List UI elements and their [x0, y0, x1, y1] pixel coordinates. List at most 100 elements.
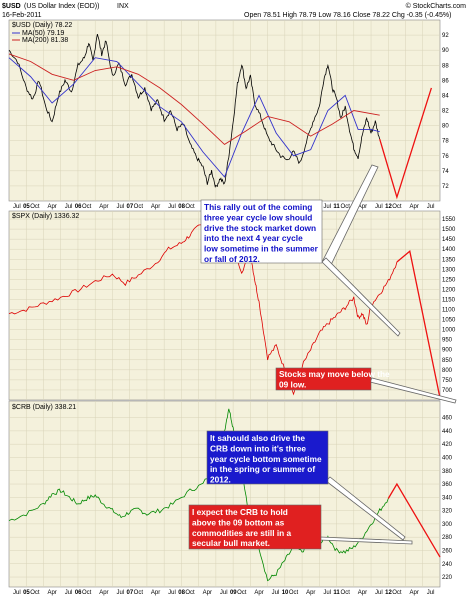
svg-text:It sahould also drive the: It sahould also drive the CRB down into … [210, 433, 324, 485]
x-tick-label: Oct [289, 590, 299, 596]
y-tick-label: 220 [442, 575, 453, 581]
x-year-label: 12 [385, 204, 392, 210]
y-tick-label: 420 [442, 442, 453, 448]
x-year-label: 12 [385, 590, 392, 596]
usd-panel: 72 74 76 78 80 82 84 86 88 90 92 $USD (Daily) 78.2… [8, 19, 449, 202]
x-tick-label: Jul [375, 590, 383, 596]
x-tick-label: Apr [151, 204, 160, 210]
y-tick-label: 360 [442, 482, 453, 488]
y-tick-label: 1500 [442, 227, 456, 233]
x-year-label: 06 [75, 204, 82, 210]
usd-legend-ma50: MA(50) 79.19 [22, 30, 65, 37]
series-projection [396, 250, 441, 399]
chart-exchange: INX [117, 3, 129, 10]
series-projection [387, 482, 441, 558]
x-year-label: 07 [127, 590, 134, 596]
x-tick-label: Oct [185, 204, 195, 210]
svg-text:This rally out of the coming: This rally out of the coming three year … [204, 202, 320, 264]
x-tick-label: Jul [375, 204, 383, 210]
x-tick-label: Jul [116, 590, 124, 596]
y-tick-label: 900 [442, 348, 453, 354]
x-year-label: 11 [333, 204, 340, 210]
x-tick-label: Apr [358, 204, 367, 210]
y-tick-label: 78 [442, 139, 449, 145]
y-tick-label: 400 [442, 455, 453, 461]
x-tick-label: Jul [65, 590, 73, 596]
x-tick-label: Oct [237, 590, 247, 596]
x-tick-label: Oct [82, 590, 92, 596]
y-tick-label: 1250 [442, 277, 456, 283]
y-tick-label: 86 [442, 78, 449, 84]
y-tick-label: 88 [442, 63, 449, 69]
x-tick-label: Oct [82, 204, 92, 210]
x-year-label: 09 [230, 590, 237, 596]
x-tick-label: Oct [30, 590, 40, 596]
x-year-label: 06 [75, 590, 82, 596]
y-tick-label: 1000 [442, 328, 456, 334]
spx-panel-title: $SPX (Daily) 1336.32 [12, 213, 79, 220]
y-tick-label: 1550 [442, 217, 456, 223]
y-tick-label: 460 [442, 416, 453, 422]
y-tick-label: 380 [442, 469, 453, 475]
y-tick-label: 1450 [442, 237, 456, 243]
x-tick-label: Apr [47, 590, 56, 596]
chart-date: 16-Feb-2011 [2, 12, 42, 19]
x-tick-label: Apr [99, 590, 108, 596]
x-tick-label: Jul [13, 204, 21, 210]
y-tick-label: 850 [442, 358, 453, 364]
crb-panel: 220240260280300320340360380400420440460 … [8, 400, 453, 588]
y-tick-label: 280 [442, 535, 453, 541]
x-tick-label: Apr [358, 590, 367, 596]
y-tick-label: 84 [442, 93, 449, 99]
y-tick-label: 950 [442, 338, 453, 344]
x-year-label: 05 [23, 204, 30, 210]
y-tick-label: 90 [442, 48, 449, 54]
x-tick-label: Jul [168, 590, 176, 596]
x-year-label: 10 [282, 590, 289, 596]
y-tick-label: 340 [442, 495, 453, 501]
y-tick-label: 750 [442, 378, 453, 384]
y-tick-label: 80 [442, 124, 449, 130]
x-tick-label: Apr [203, 590, 212, 596]
x-tick-label: Oct [134, 204, 144, 210]
y-tick-label: 440 [442, 429, 453, 435]
y-tick-label: 320 [442, 509, 453, 515]
x-tick-label: Jul [427, 590, 435, 596]
y-tick-label: 1400 [442, 247, 456, 253]
annotation-crb-hold: I expect the CRB to hold above the 09 bo… [188, 504, 322, 550]
x-tick-label: Apr [47, 204, 56, 210]
y-tick-label: 700 [442, 388, 453, 394]
x-tick-label: Apr [99, 204, 108, 210]
y-tick-label: 800 [442, 368, 453, 374]
x-tick-label: Jul [427, 204, 435, 210]
series-ma-200- [8, 53, 380, 145]
y-tick-label: 76 [442, 154, 449, 160]
x-tick-label: Jul [168, 204, 176, 210]
x-tick-label: Apr [306, 590, 315, 596]
y-tick-label: 82 [442, 109, 449, 115]
y-tick-label: 1200 [442, 287, 456, 293]
y-tick-label: 300 [442, 522, 453, 528]
x-tick-label: Jul [323, 590, 331, 596]
y-tick-label: 92 [442, 33, 449, 39]
annotation-pointers [319, 164, 457, 545]
x-tick-label: Jul [13, 590, 21, 596]
x-year-label: 08 [178, 204, 185, 210]
x-tick-label: Jul [272, 590, 280, 596]
x-tick-label: Oct [392, 590, 402, 596]
x-tick-label: Oct [30, 204, 40, 210]
x-tick-label: Jul [116, 204, 124, 210]
svg-text:I expect the CRB to hold: I expect the CRB to hold above the 09 bo… [192, 507, 293, 548]
x-tick-label: Oct [392, 204, 402, 210]
x-tick-label: Apr [254, 590, 263, 596]
quote-line: Open 78.51 High 78.79 Low 78.16 Close 78… [244, 12, 451, 19]
y-tick-label: 260 [442, 548, 453, 554]
usd-panel-title: $USD (Daily) 78.22 [12, 22, 72, 29]
y-tick-label: 1300 [442, 267, 456, 273]
watermark: © StockCharts.com [406, 2, 467, 10]
annotation-cycle-low: This rally out of the coming three year … [200, 199, 323, 264]
x-tick-label: Apr [410, 204, 419, 210]
x-year-label: 08 [178, 590, 185, 596]
svg-text:Stocks may move below the: Stocks may move below the 09 low. [279, 369, 392, 389]
y-tick-label: 1350 [442, 257, 456, 263]
